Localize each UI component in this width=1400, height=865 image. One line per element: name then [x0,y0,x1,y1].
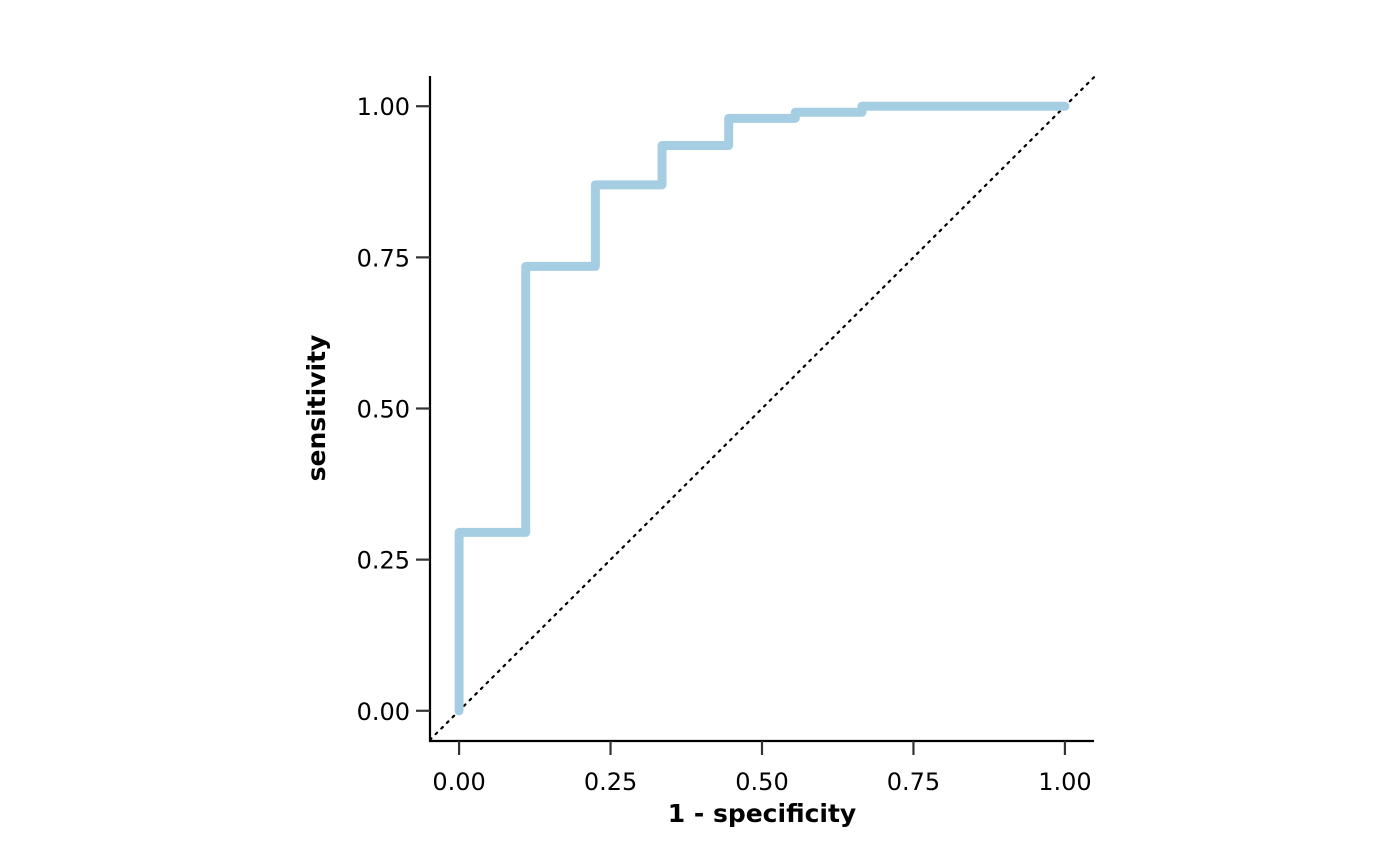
x-tick-label: 0.50 [735,768,788,796]
x-tick-label: 0.25 [584,768,637,796]
y-tick-label: 0.75 [357,244,410,272]
x-axis-title: 1 - specificity [668,799,856,828]
x-tick-label: 1.00 [1038,768,1091,796]
y-tick-label: 0.25 [357,547,410,575]
y-tick-label: 0.50 [357,396,410,424]
y-axis-title: sensitivity [302,335,331,482]
y-tick-label: 1.00 [357,93,410,121]
x-tick-label: 0.00 [432,768,485,796]
x-tick-label: 0.75 [887,768,940,796]
roc-curve-line [454,101,1070,716]
y-tick-label: 0.00 [357,698,410,726]
